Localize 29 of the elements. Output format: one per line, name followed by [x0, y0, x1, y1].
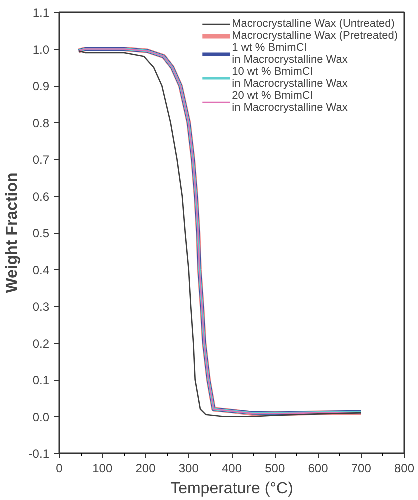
- x-tick-label: 600: [308, 462, 329, 476]
- y-tick-label: 0.2: [32, 336, 50, 351]
- y-tick-label: 0.6: [32, 190, 50, 204]
- y-axis-title: Weight Fraction: [4, 172, 21, 294]
- x-tick-label: 0: [56, 462, 64, 476]
- legend-label: 20 wt % BmimCl in Macrocrystalline Wax: [232, 90, 348, 114]
- x-tick-label: 700: [351, 462, 372, 476]
- legend-label: Macrocrystalline Wax (Untreated): [232, 18, 395, 30]
- legend-label: 10 wt % BmimCl in Macrocrystalline Wax: [232, 66, 348, 90]
- x-tick-label: 500: [265, 462, 286, 476]
- y-tick-label: 0.5: [32, 226, 50, 240]
- y-tick-label: 1.1: [32, 6, 50, 20]
- x-tick-label: 200: [136, 462, 156, 476]
- legend-label: 1 wt % BmimCl in Macrocrystalline Wax: [232, 42, 348, 66]
- y-tick-label: 1.0: [32, 42, 50, 57]
- x-tick-label: 300: [178, 462, 200, 476]
- x-tick-label: 100: [92, 462, 113, 476]
- y-tick-label: 0.3: [32, 300, 50, 314]
- y-tick-label: 0.0: [32, 410, 50, 424]
- x-axis-title: Temperature (°C): [170, 480, 294, 498]
- x-tick-label: 400: [222, 462, 242, 476]
- y-tick-label: 0.8: [32, 116, 50, 130]
- legend-label: Macrocrystalline Wax (Pretreated): [232, 30, 398, 42]
- y-tick-label: 0.1: [32, 374, 50, 388]
- y-tick-label: 0.9: [32, 80, 50, 94]
- y-tick-label: -0.1: [28, 447, 50, 461]
- y-tick-label: 0.7: [32, 153, 50, 167]
- y-tick-label: 0.4: [32, 263, 50, 278]
- x-tick-label: 800: [394, 462, 415, 476]
